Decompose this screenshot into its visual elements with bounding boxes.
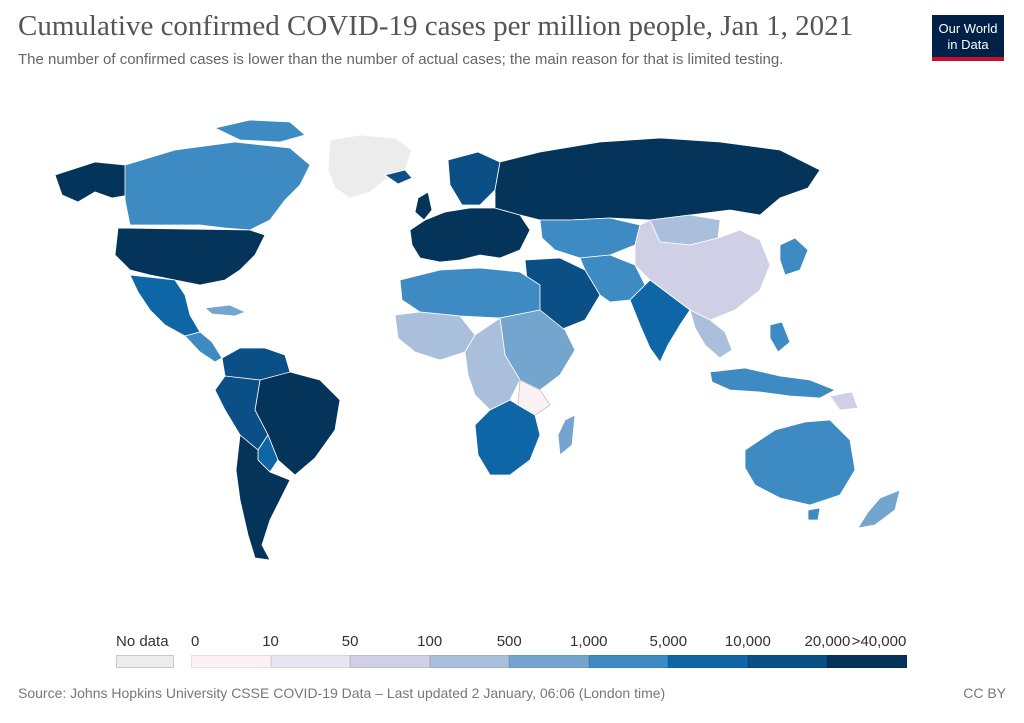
region-southern-africa[interactable] [474,399,541,476]
legend-tick-label: 10 [262,633,279,650]
legend-bin-5[interactable] [588,655,669,668]
region-alaska[interactable] [54,161,131,203]
region-scandinavia[interactable] [447,151,501,206]
region-central-asia[interactable] [539,217,641,259]
legend-tick-label: 500 [496,633,522,650]
region-new-zealand[interactable] [857,489,901,529]
region-png[interactable] [829,391,859,411]
legend-tick-label: 5,000 [649,633,688,650]
chart-subtitle: The number of confirmed cases is lower t… [18,51,784,68]
region-canada[interactable] [124,141,311,231]
legend-tick-label: 1,000 [569,633,608,650]
chart-title: Cumulative confirmed COVID-19 cases per … [18,10,854,42]
logo-line-1: Our World [938,21,998,36]
legend: No data 0 10 50 100 500 1,000 5,000 10,000 20,00… [0,630,1024,670]
legend-tick-label: 20,000 [804,633,851,650]
region-southeast-asia[interactable] [689,309,733,359]
legend-bin-7[interactable] [747,655,828,668]
region-west-africa[interactable] [394,311,476,361]
legend-no-data-label: No data [116,633,169,650]
region-north-africa[interactable] [399,267,541,319]
legend-tick-label: 10,000 [724,633,771,650]
license-link[interactable]: CC BY [963,685,1006,701]
world-map [54,119,901,561]
legend-bin-3[interactable] [429,655,510,668]
logo-line-2: in Data [947,37,989,52]
region-europe[interactable] [409,207,531,263]
region-mexico[interactable] [129,274,201,337]
region-australia[interactable] [744,419,856,506]
region-india[interactable] [629,279,691,363]
legend-bin-1[interactable] [270,655,351,668]
region-tanzania[interactable] [517,379,551,416]
legend-bin-2[interactable] [350,655,430,668]
region-usa[interactable] [114,227,266,286]
source-note[interactable]: Source: Johns Hopkins University CSSE CO… [18,685,666,701]
legend-bin-0[interactable] [191,655,271,668]
legend-tick-label: 100 [417,633,443,650]
region-indonesia[interactable] [709,367,836,399]
region-canada-islands[interactable] [213,119,306,143]
region-argentina-chile[interactable] [235,434,291,561]
region-central-africa[interactable] [464,317,521,411]
region-china[interactable] [634,219,771,321]
region-japan[interactable] [779,237,809,276]
legend-bin-4[interactable] [509,655,589,668]
region-uk[interactable] [414,191,433,221]
region-caribbean[interactable] [204,304,247,317]
legend-bin-8[interactable] [827,655,907,668]
region-central-america[interactable] [184,331,223,363]
legend-tick-label: 50 [341,633,359,650]
legend-tick-label: >40,000 [851,633,907,650]
legend-no-data-swatch[interactable] [116,655,174,668]
region-russia[interactable] [494,137,821,221]
region-madagascar[interactable] [557,414,576,456]
region-iceland[interactable] [384,169,413,185]
region-greenland[interactable] [327,134,413,199]
region-tasmania[interactable] [807,507,821,521]
region-philippines[interactable] [769,321,791,353]
legend-tick-label: 0 [191,633,200,650]
legend-bin-6[interactable] [668,655,748,668]
owid-logo[interactable]: Our World in Data [932,15,1004,61]
